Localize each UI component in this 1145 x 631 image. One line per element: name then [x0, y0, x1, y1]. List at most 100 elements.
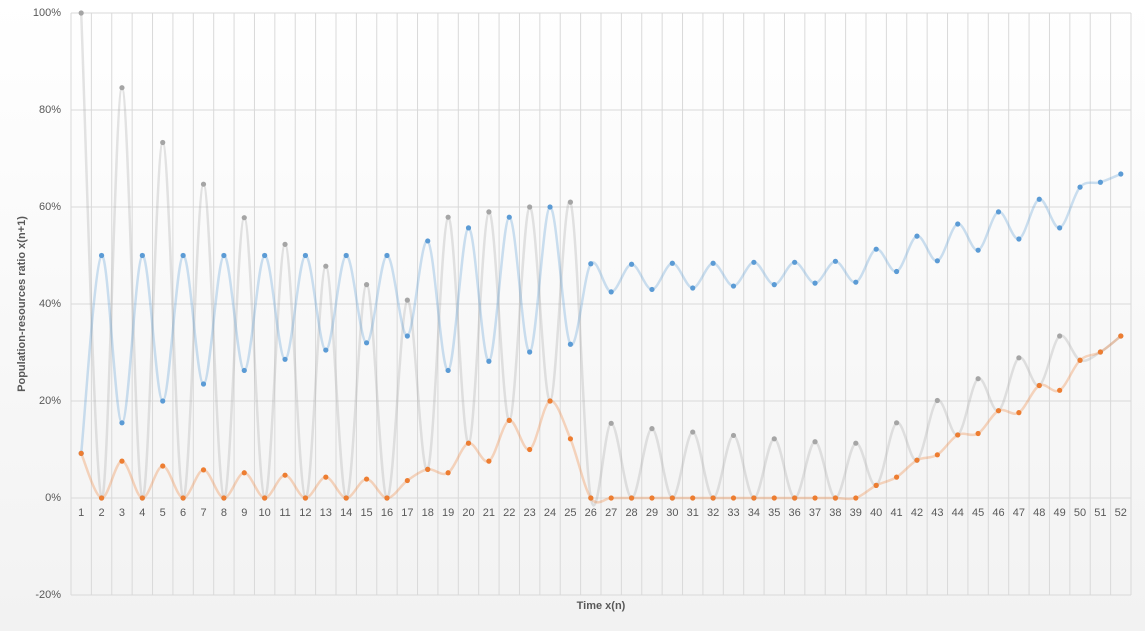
data-point	[771, 282, 777, 288]
data-point	[771, 436, 777, 442]
data-point	[588, 261, 594, 267]
data-point	[200, 467, 207, 473]
y-tick-label: -20%	[35, 589, 61, 601]
data-point	[465, 225, 472, 231]
data-point	[608, 289, 614, 295]
x-tick-label: 1	[78, 507, 84, 519]
x-tick-label: 25	[564, 507, 576, 519]
data-point	[893, 268, 900, 275]
data-point	[1016, 236, 1022, 242]
series-line	[79, 12, 1122, 507]
series-line	[79, 172, 1122, 454]
data-point	[119, 458, 125, 464]
x-axis-title: Time x(n)	[577, 600, 626, 612]
x-tick-label: 22	[503, 507, 515, 519]
x-tick-label: 41	[890, 507, 902, 519]
data-point	[262, 495, 268, 501]
data-point	[241, 367, 247, 374]
data-point	[567, 341, 574, 347]
x-tick-label: 29	[646, 507, 658, 519]
data-point	[995, 408, 1002, 414]
data-point	[1057, 333, 1063, 339]
data-point	[119, 420, 125, 426]
data-point	[812, 439, 818, 445]
data-point	[669, 260, 675, 266]
data-point	[221, 495, 227, 501]
x-tick-label: 26	[585, 507, 597, 519]
data-point	[955, 221, 961, 227]
data-point	[139, 252, 145, 259]
x-tick-label: 9	[241, 507, 247, 519]
data-point	[975, 430, 981, 437]
data-point	[1057, 225, 1063, 231]
x-tick-label: 12	[299, 507, 311, 519]
x-tick-label: 18	[422, 507, 434, 519]
x-tick-label: 50	[1074, 507, 1086, 519]
data-point	[873, 246, 879, 252]
data-point	[465, 440, 472, 446]
data-point	[363, 340, 370, 346]
x-tick-label: 47	[1013, 507, 1025, 519]
data-point	[363, 282, 370, 288]
data-point	[445, 367, 451, 374]
data-point	[323, 263, 329, 269]
x-tick-label: 51	[1094, 507, 1106, 519]
data-point	[486, 358, 492, 364]
series-line	[80, 335, 1122, 504]
x-tick-label: 11	[279, 507, 290, 519]
data-point	[78, 450, 84, 456]
data-point	[139, 495, 145, 501]
data-point	[282, 472, 288, 478]
x-tick-label: 28	[625, 507, 637, 519]
data-point	[160, 398, 166, 404]
y-tick-label: 60%	[39, 201, 61, 213]
data-point	[995, 209, 1002, 215]
data-point	[486, 209, 492, 215]
data-point	[343, 252, 349, 259]
data-point	[792, 259, 798, 265]
data-point	[78, 10, 84, 16]
data-point	[1077, 357, 1083, 363]
x-tick-label: 40	[870, 507, 882, 519]
data-point	[1097, 179, 1104, 185]
data-point	[343, 495, 349, 501]
data-point	[1077, 184, 1083, 190]
data-point	[384, 252, 390, 259]
data-point	[425, 466, 431, 472]
data-point	[608, 420, 614, 426]
x-tick-label: 21	[483, 507, 495, 519]
y-tick-label: 0%	[45, 492, 61, 504]
data-point	[323, 474, 329, 480]
y-tick-label: 40%	[39, 298, 61, 310]
data-point	[853, 279, 859, 285]
data-point	[323, 347, 329, 353]
x-tick-label: 4	[139, 507, 145, 519]
data-point	[690, 429, 696, 435]
data-point	[506, 417, 512, 423]
data-point	[282, 241, 288, 247]
data-point	[160, 139, 166, 146]
data-point	[608, 495, 614, 501]
data-point	[567, 436, 574, 442]
x-tick-label: 36	[789, 507, 801, 519]
x-tick-label: 34	[748, 507, 760, 519]
data-point	[1118, 333, 1124, 339]
x-tick-label: 24	[544, 507, 556, 519]
x-tick-label: 19	[442, 507, 454, 519]
x-tick-label: 44	[952, 507, 964, 519]
data-point	[975, 247, 981, 253]
data-point	[160, 463, 166, 469]
x-tick-label: 32	[707, 507, 719, 519]
data-point	[404, 477, 410, 484]
data-point	[547, 398, 553, 404]
x-tick-label: 14	[340, 507, 352, 519]
data-point	[649, 426, 655, 432]
data-point	[914, 233, 920, 239]
data-point	[1118, 171, 1124, 177]
data-point	[812, 280, 818, 286]
data-point	[853, 495, 859, 501]
data-point	[934, 452, 940, 458]
data-point	[221, 252, 227, 259]
data-point	[812, 495, 818, 501]
